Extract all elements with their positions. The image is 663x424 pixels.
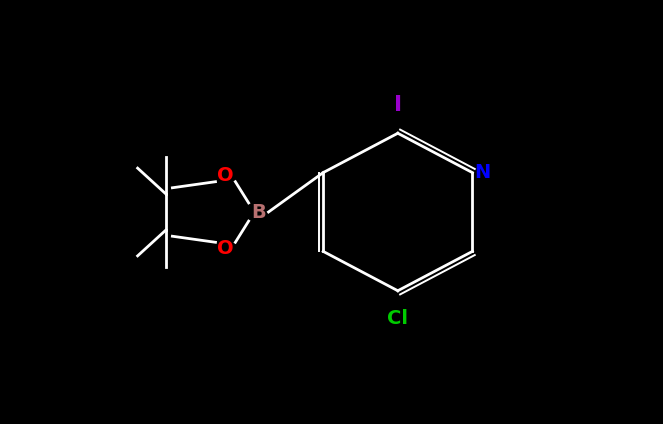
Text: Cl: Cl [387,309,408,328]
Text: O: O [217,239,234,258]
Text: O: O [217,166,234,185]
Text: B: B [251,203,266,221]
Text: N: N [474,163,491,182]
Text: I: I [394,95,402,115]
